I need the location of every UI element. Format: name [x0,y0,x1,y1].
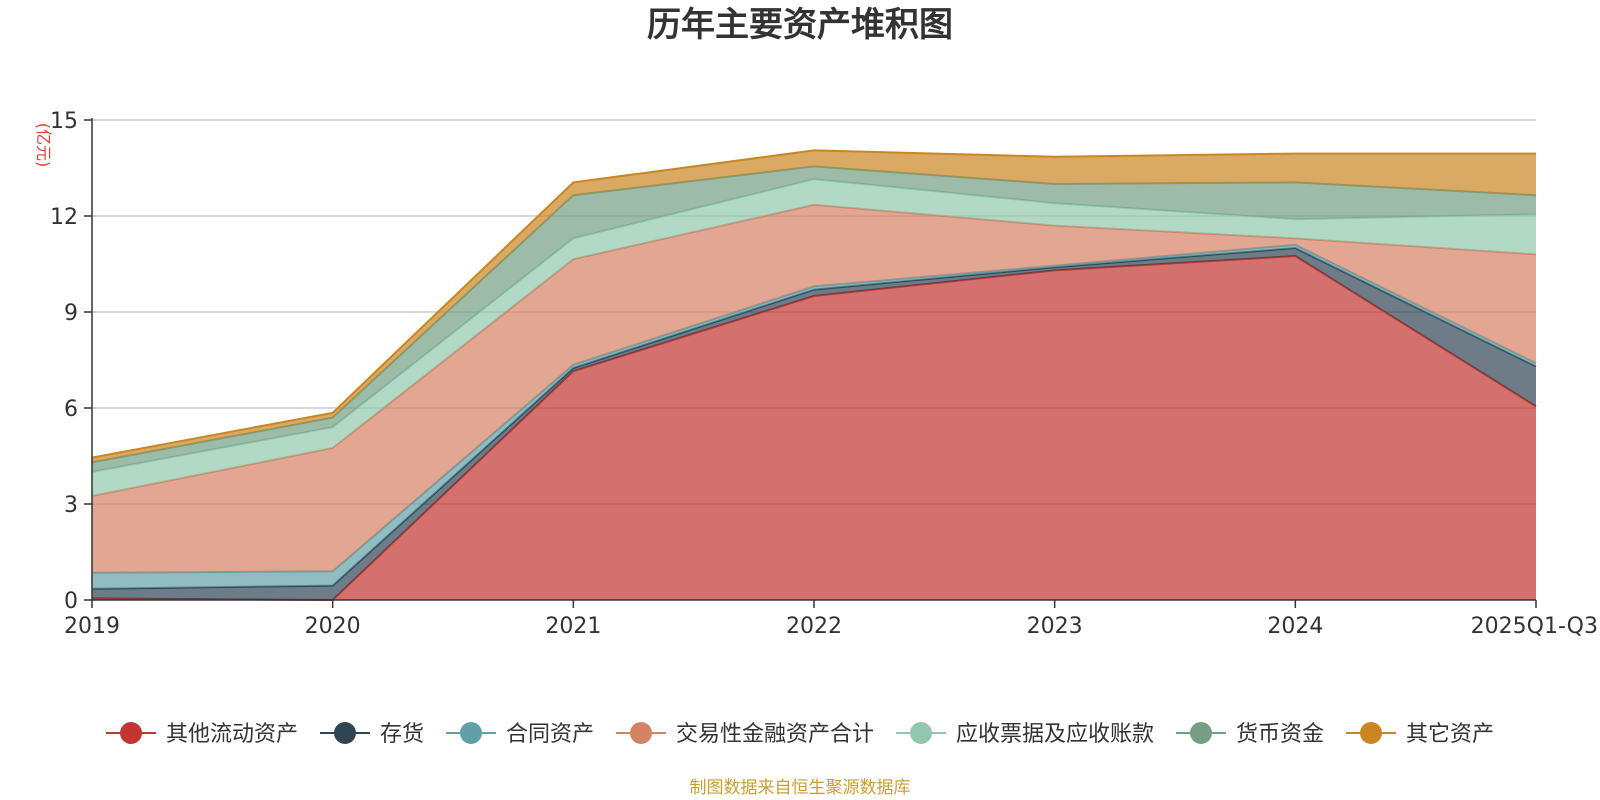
area-series-0 [92,256,1536,600]
legend-label-6: 其它资产 [1406,722,1494,747]
legend-marker-4 [910,722,932,744]
series-areas [91,149,1537,602]
y-tick-label-0: 0 [64,589,78,614]
source-note: 制图数据来自恒生聚源数据库 [690,778,911,798]
legend-item-3[interactable]: 交易性金融资产合计 [616,722,874,747]
legend-item-4[interactable]: 应收票据及应收账款 [896,722,1154,747]
legend-marker-1 [334,722,356,744]
legend-item-6[interactable]: 其它资产 [1346,722,1494,747]
area-series-3 [92,204,1536,573]
legend-marker-5 [1190,722,1212,744]
x-tick-label-2: 2021 [545,614,601,639]
legend-label-1: 存货 [380,722,424,747]
y-tick-label-4: 12 [50,205,78,230]
area-series-5 [92,166,1536,472]
x-tick-label-5: 2024 [1267,614,1323,639]
legend-marker-0 [120,722,142,744]
legend-label-0: 其他流动资产 [166,722,298,747]
legend-label-4: 应收票据及应收账款 [956,722,1154,747]
legend-item-1[interactable]: 存货 [320,722,424,747]
y-tick-label-5: 15 [50,109,78,134]
y-axis-unit-label: (亿元) [34,123,53,168]
legend-marker-3 [630,722,652,744]
chart-title: 历年主要资产堆积图 [647,5,953,45]
legend-item-0[interactable]: 其他流动资产 [106,722,298,747]
area-series-4 [92,179,1536,496]
x-tick-label-3: 2022 [786,614,842,639]
x-tick-label-6: 2025Q1-Q3 [1471,614,1598,639]
x-tick-label-1: 2020 [305,614,361,639]
y-tick-label-1: 3 [64,493,78,518]
x-tick-label-4: 2023 [1027,614,1083,639]
legend-item-2[interactable]: 合同资产 [446,722,594,747]
legend-label-2: 合同资产 [506,722,594,747]
legend-label-5: 货币资金 [1236,722,1324,747]
legend-marker-2 [460,722,482,744]
y-tick-label-3: 9 [64,301,78,326]
x-tick-label-0: 2019 [64,614,120,639]
axes: 0 3 6 9 12 15 2019 2020 2021 2022 2023 2024 2025Q1-Q… [50,109,1598,639]
legend-label-3: 交易性金融资产合计 [676,722,874,747]
line-series-6 [91,149,1536,459]
legend: 其他流动资产 存货 合同资产 交易性金融资产合计 应收票据及应收账款 货币资金 其它资产 [106,722,1494,747]
legend-marker-6 [1360,722,1382,744]
y-tick-label-2: 6 [64,397,78,422]
legend-item-5[interactable]: 货币资金 [1176,722,1324,747]
